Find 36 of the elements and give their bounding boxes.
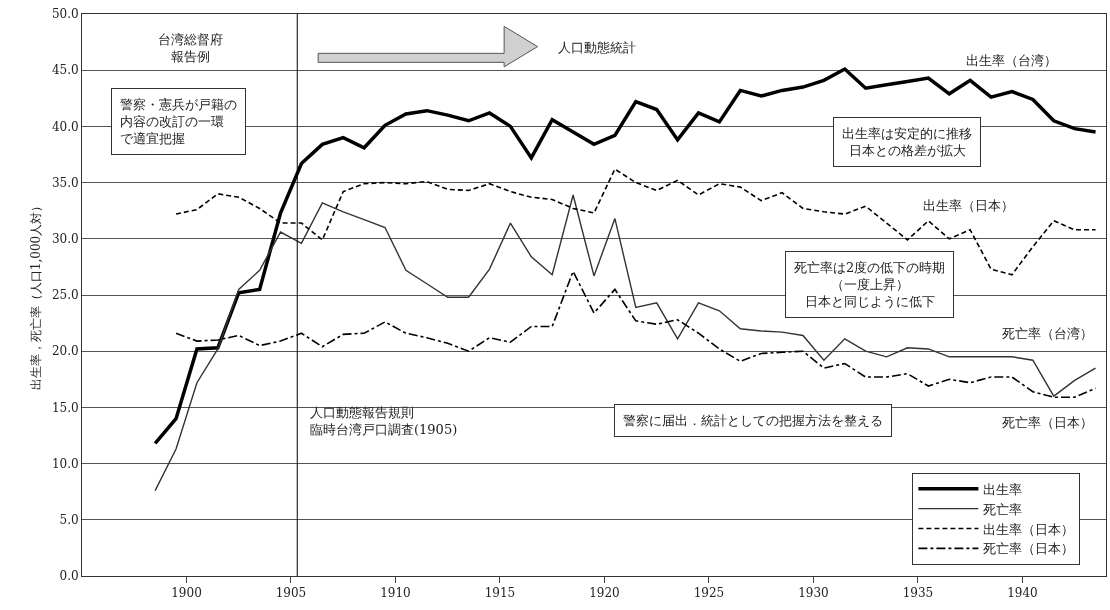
y-tick-label: 50.0 [51,7,79,22]
x-tick-label: 1940 [1007,586,1038,601]
y-tick-label: 25.0 [51,288,79,303]
x-tick-label: 1915 [484,586,516,601]
y-tick-label: 5.0 [59,513,79,527]
x-tick-label: 1905 [275,586,307,601]
annotation: 人口動態報告規則臨時台湾戸口調査(1905) [310,405,458,437]
y-tick-label: 10.0 [51,456,79,471]
legend-label: 出生率（日本） [983,521,1075,537]
legend-label: 出生率 [983,481,1023,497]
y-tick-label: 35.0 [51,175,79,190]
annotation: 死亡率（台湾） [1002,326,1093,341]
annotation: 死亡率は2度の低下の時期（一度上昇）日本と同じように低下 [794,260,946,309]
annotation: 人口動態統計 [558,40,636,55]
legend-label: 死亡率 [983,501,1023,517]
x-tick-label: 1910 [380,586,411,601]
annotation: 出生率（日本） [923,198,1014,213]
annotation: 警察・憲兵が戸籍の内容の改訂の一環で適宜把握 [120,97,237,146]
x-tick-label: 1930 [798,586,829,601]
x-tick-label: 1920 [589,586,620,601]
annotation: 警察に届出．統計としての把握方法を整える [623,413,883,428]
y-tick-label: 45.0 [51,63,79,78]
y-tick-label: 0.0 [59,569,79,584]
y-tick-label: 30.0 [51,232,79,246]
annotation: 死亡率（日本） [1002,415,1093,430]
y-tick-label: 40.0 [51,119,79,134]
legend-label: 死亡率（日本） [983,541,1075,557]
y-tick-label: 15.0 [51,400,79,415]
y-axis-title: 出生率，死亡率（人口1,000人対） [29,199,44,391]
annotation: 出生率は安定的に推移日本との格差が拡大 [842,126,972,158]
x-tick-label: 1935 [902,586,934,601]
x-tick-label: 1900 [171,586,202,601]
x-tick-label: 1925 [693,586,725,601]
annotation: 出生率（台湾） [966,53,1057,68]
annotation: 台湾総督府報告例 [158,32,223,64]
y-tick-label: 20.0 [51,344,79,359]
